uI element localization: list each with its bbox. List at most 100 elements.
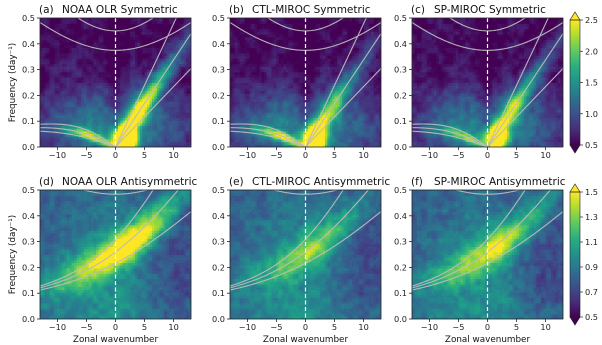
- y-tick-label: 0.2: [212, 262, 225, 272]
- panel-a: −10 −5 0 5 10 0.0 0.1 0.2 0.3 0.4 0.5 (a) NOAA OLR S…: [8, 4, 192, 160]
- y-tick-label: 0.3: [394, 65, 407, 75]
- panel-title: CTL-MIROC Symmetric: [252, 4, 371, 16]
- y-tick-label: 0.1: [394, 288, 407, 298]
- gravity-curve: [81, 190, 150, 195]
- colorbar-bottom: 0.5 0.7 0.9 1.1 1.3 1.5: [569, 183, 598, 326]
- x-tick-label: −10: [49, 322, 66, 332]
- gravity-curve: [230, 21, 381, 51]
- rossby-curve: [412, 127, 488, 147]
- x-tick-label: −10: [49, 150, 66, 160]
- panel-label: (d): [39, 176, 54, 188]
- x-tick-label: −5: [80, 150, 92, 160]
- panel-label: (b): [229, 4, 244, 16]
- x-tick-label: 0: [485, 322, 490, 332]
- x-tick-label: 10: [168, 322, 178, 332]
- gravity-curve: [77, 18, 154, 32]
- y-tick-label: 0.4: [212, 211, 225, 221]
- gravity-curve: [267, 18, 344, 32]
- colorbar-gradient: [570, 20, 580, 145]
- colorbar-tick-label: 1.3: [585, 212, 598, 222]
- axis-ticks: −10 −5 0 5 10 0.0 0.1 0.2 0.3 0.4 0.5: [394, 185, 551, 332]
- y-tick-label: 0.4: [394, 39, 407, 49]
- dispersion-curves: [230, 18, 381, 147]
- colorbar-extend-top: [569, 183, 581, 193]
- heatmap-cells: [412, 18, 563, 147]
- axis-ticks: −10 −5 0 5 10 0.0 0.1 0.2 0.3 0.4 0.5: [22, 13, 179, 160]
- y-tick-label: 0.0: [212, 142, 225, 152]
- y-tick-label: 0.1: [394, 116, 407, 126]
- x-tick-label: 5: [142, 322, 147, 332]
- x-tick-label: 5: [332, 322, 337, 332]
- x-tick-label: 10: [358, 150, 368, 160]
- heatmap-cells: [412, 190, 563, 319]
- x-tick-label: −10: [239, 322, 256, 332]
- colorbar-top: 0.5 1.0 1.5 2.0 2.5: [569, 11, 598, 154]
- x-tick-label: −5: [80, 322, 92, 332]
- rossby-curve: [230, 130, 306, 147]
- y-axis-label: Frequency (day⁻¹): [8, 215, 18, 294]
- x-tick-label: 0: [303, 150, 308, 160]
- x-tick-label: −5: [452, 322, 464, 332]
- y-tick-label: 0.3: [394, 237, 407, 247]
- y-tick-label: 0.4: [212, 39, 225, 49]
- x-tick-label: −5: [270, 322, 282, 332]
- colorbar-tick-label: 0.7: [585, 287, 598, 297]
- y-tick-label: 0.5: [394, 185, 407, 195]
- x-tick-label: −10: [421, 150, 438, 160]
- y-tick-label: 0.3: [212, 65, 225, 75]
- gravity-curve: [449, 18, 526, 32]
- y-tick-label: 0.0: [22, 142, 35, 152]
- x-tick-label: 5: [514, 150, 519, 160]
- gravity-curve: [453, 190, 522, 195]
- x-tick-label: 0: [113, 322, 118, 332]
- y-tick-label: 0.1: [22, 288, 35, 298]
- y-tick-label: 0.0: [212, 314, 225, 324]
- y-tick-label: 0.4: [394, 211, 407, 221]
- gravity-curve: [271, 190, 340, 195]
- y-tick-label: 0.5: [212, 13, 225, 23]
- y-tick-label: 0.2: [394, 262, 407, 272]
- colorbar-tick-label: 2.5: [585, 15, 598, 25]
- gravity-curve: [40, 21, 191, 51]
- x-tick-label: −5: [270, 150, 282, 160]
- colorbar-extend-bottom: [569, 316, 581, 326]
- y-axis-label: Frequency (day⁻¹): [8, 43, 18, 122]
- colorbar-tick-label: 0.9: [585, 262, 598, 272]
- y-tick-label: 0.2: [22, 90, 35, 100]
- heatmap-cells: [230, 190, 381, 319]
- y-tick-label: 0.3: [22, 237, 35, 247]
- axis-ticks: −10 −5 0 5 10 0.0 0.1 0.2 0.3 0.4 0.5: [394, 13, 551, 160]
- rossby-curve: [40, 123, 116, 147]
- x-tick-label: −10: [421, 322, 438, 332]
- panel-label: (a): [39, 4, 54, 16]
- colorbar-tick-label: 1.5: [585, 78, 598, 88]
- kelvin-curve: [487, 68, 563, 147]
- colorbar-tick-label: 1.1: [585, 237, 598, 247]
- heatmap-cells: [230, 18, 381, 147]
- y-tick-label: 0.4: [22, 39, 35, 49]
- y-tick-label: 0.2: [22, 262, 35, 272]
- colorbar-tick-label: 0.5: [585, 312, 598, 322]
- y-tick-label: 0.1: [212, 116, 225, 126]
- panel-label: (e): [229, 176, 244, 188]
- x-tick-label: −10: [239, 150, 256, 160]
- kelvin-curve: [487, 33, 563, 147]
- y-tick-label: 0.0: [394, 314, 407, 324]
- x-tick-label: 5: [332, 150, 337, 160]
- x-tick-label: 0: [113, 150, 118, 160]
- panel-c: −10 −5 0 5 10 0.0 0.1 0.2 0.3 0.4 0.5 (c) SP-MIROC S…: [394, 4, 564, 160]
- kelvin-curve: [487, 18, 549, 147]
- colorbar-tick-label: 1.5: [585, 187, 598, 197]
- x-tick-label: 10: [168, 150, 178, 160]
- colorbar-extend-bottom: [569, 144, 581, 154]
- panel-e: −10 −5 0 5 10 0.0 0.1 0.2 0.3 0.4 0.5 (e) CTL-MIROC …: [212, 176, 390, 345]
- y-tick-label: 0.0: [394, 142, 407, 152]
- y-tick-label: 0.1: [212, 288, 225, 298]
- panel-label: (f): [411, 176, 423, 188]
- axis-ticks: −10 −5 0 5 10 0.0 0.1 0.2 0.3 0.4 0.5: [212, 185, 369, 332]
- rossby-curve: [40, 130, 116, 147]
- panel-f: −10 −5 0 5 10 0.0 0.1 0.2 0.3 0.4 0.5 (f) SP-MIROC A…: [394, 176, 566, 345]
- x-axis-label: Zonal wavenumber: [445, 335, 531, 345]
- x-tick-label: 10: [540, 322, 550, 332]
